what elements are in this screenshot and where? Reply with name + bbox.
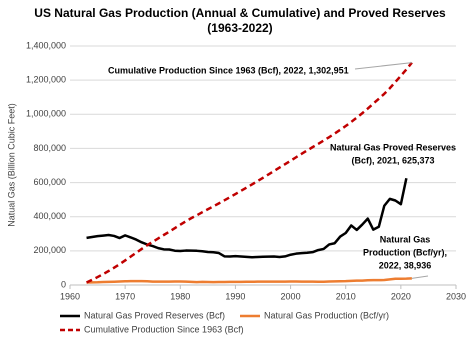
annotation-leader (411, 275, 429, 279)
series-line (86, 277, 412, 284)
annotation: Natural Gas Proved Reserves (330, 142, 456, 152)
y-tick-label: 400,000 (33, 211, 66, 221)
series-line (86, 177, 408, 259)
x-tick-label: 1990 (225, 291, 245, 301)
annotation-leader (354, 62, 412, 70)
y-tick-label: 0 (61, 279, 66, 289)
annotation: Natural Gas (380, 234, 431, 244)
y-tick-label: 1,000,000 (26, 109, 66, 119)
annotation: Production (Bcf/yr), (363, 247, 447, 257)
legend-label: Natural Gas Production (Bcf/yr) (264, 310, 389, 320)
y-tick-label: 800,000 (33, 143, 66, 153)
x-tick-label: 1980 (170, 291, 190, 301)
x-tick-label: 2010 (336, 291, 356, 301)
y-axis-title: Natual Gas (Billion Cubic Feet) (6, 103, 16, 227)
annotation: 2022, 38,936 (379, 260, 432, 270)
series-line (85, 61, 413, 284)
legend-label: Cumulative Production Since 1963 (Bcf) (84, 324, 244, 334)
annotation: Cumulative Production Since 1963 (Bcf), … (108, 65, 349, 75)
chart-title: (1963-2022) (207, 21, 272, 35)
x-tick-label: 2030 (446, 291, 466, 301)
chart-title: US Natural Gas Production (Annual & Cumu… (34, 6, 446, 20)
y-tick-label: 200,000 (33, 245, 66, 255)
x-tick-label: 2020 (391, 291, 411, 301)
x-tick-label: 2000 (281, 291, 301, 301)
y-tick-label: 600,000 (33, 177, 66, 187)
x-tick-label: 1960 (60, 291, 80, 301)
x-tick-label: 1970 (115, 291, 135, 301)
y-tick-label: 1,400,000 (26, 40, 66, 50)
legend-label: Natural Gas Proved Reserves (Bcf) (84, 310, 225, 320)
annotation: (Bcf), 2021, 625,373 (351, 155, 434, 165)
y-tick-label: 1,200,000 (26, 75, 66, 85)
